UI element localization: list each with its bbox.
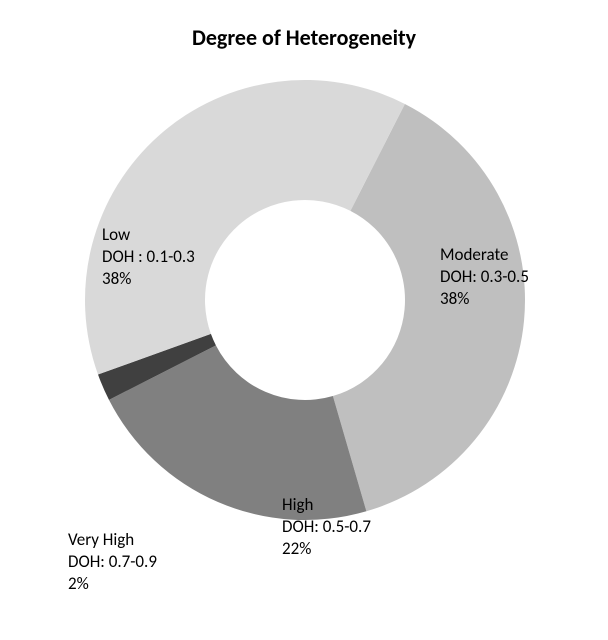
- slice-label-very-high-line0: Very High: [68, 529, 134, 550]
- donut-chart: Degree of Heterogeneity ModerateDOH: 0.3…: [0, 0, 608, 640]
- slice-label-very-high-line2: 2%: [68, 573, 89, 594]
- slice-label-high-line2: 22%: [282, 538, 311, 559]
- slice-label-high-line0: High: [282, 494, 313, 515]
- slice-label-low-line2: 38%: [102, 268, 131, 289]
- slice-label-very-high-line1: DOH: 0.7-0.9: [68, 551, 157, 572]
- slice-label-high-line1: DOH: 0.5-0.7: [282, 516, 371, 537]
- slice-label-low-line1: DOH : 0.1-0.3: [102, 246, 195, 267]
- chart-title: Degree of Heterogeneity: [192, 24, 417, 51]
- slice-label-low-line0: Low: [102, 224, 130, 245]
- slice-label-moderate-line2: 38%: [440, 288, 469, 309]
- slice-label-moderate-line0: Moderate: [440, 244, 508, 265]
- slice-label-moderate-line1: DOH: 0.3-0.5: [440, 266, 529, 287]
